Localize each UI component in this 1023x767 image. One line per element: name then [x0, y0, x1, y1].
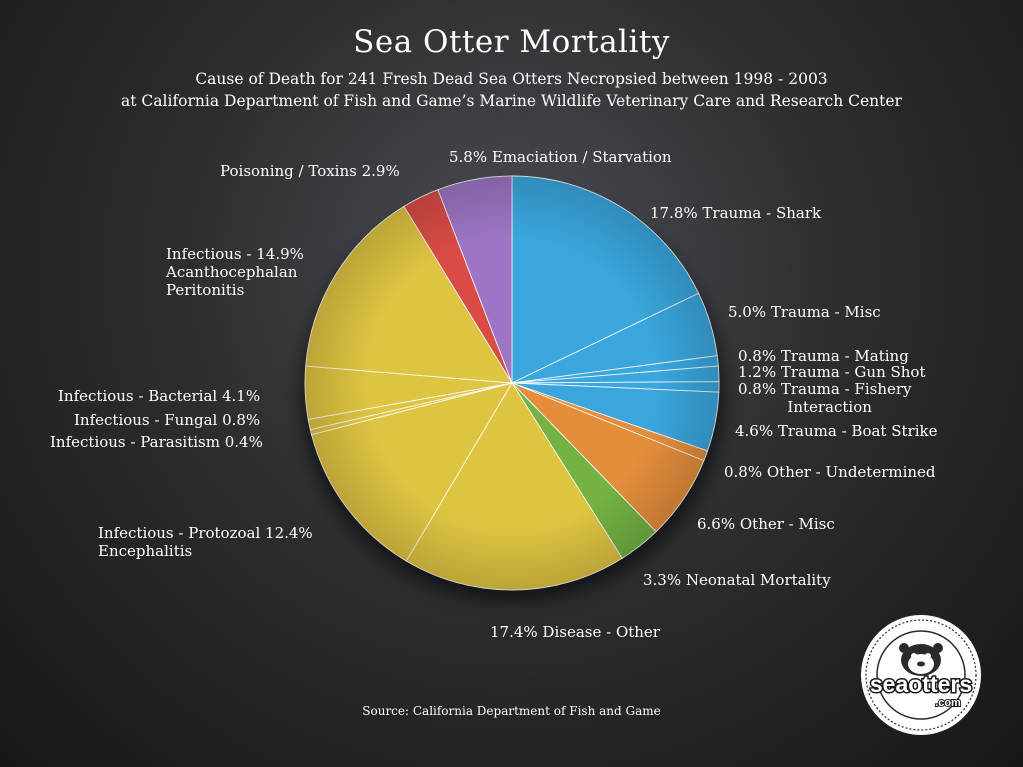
slice-label: Infectious - Bacterial 4.1%	[58, 387, 260, 405]
slice-label-line: Infectious - Fungal 0.8%	[74, 411, 260, 429]
slice-label: Infectious - Parasitism 0.4%	[50, 433, 263, 451]
slice-label-line: Acanthocephalan	[165, 263, 298, 281]
logo-domain: .com	[935, 697, 961, 709]
slice-label: 3.3% Neonatal Mortality	[643, 571, 831, 589]
slice-label: 0.8% Trauma - Mating	[738, 347, 909, 365]
slice-label-line: Interaction	[787, 398, 872, 416]
slice-label: 0.8% Other - Undetermined	[724, 463, 936, 481]
slice-label: Infectious - Fungal 0.8%	[74, 411, 260, 429]
slice-label-line: 3.3% Neonatal Mortality	[643, 571, 831, 589]
slice-label-line: 6.6% Other - Misc	[697, 515, 835, 533]
pie-labels: 17.8% Trauma - Shark 5.0% Trauma - Misc 0.…	[50, 148, 938, 641]
slice-label-line: 17.8% Trauma - Shark	[650, 204, 822, 222]
slice-label-line: Poisoning / Toxins 2.9%	[220, 162, 400, 180]
slice-label-line: 0.8% Trauma - Mating	[738, 347, 909, 365]
slice-label: 5.8% Emaciation / Starvation	[449, 148, 672, 166]
chart-subtitle-line-2: at California Department of Fish and Gam…	[121, 92, 902, 110]
slice-label: Infectious - Protozoal 12.4% Encephalitis	[98, 524, 313, 560]
slice-label: Poisoning / Toxins 2.9%	[220, 162, 400, 180]
slice-label-line: Infectious - Parasitism 0.4%	[50, 433, 263, 451]
slice-label: 17.8% Trauma - Shark	[650, 204, 822, 222]
slice-label-line: 5.8% Emaciation / Starvation	[449, 148, 672, 166]
seaotters-logo: seaotters .com	[861, 615, 981, 735]
logo-wordmark: seaotters	[870, 671, 972, 697]
slice-label: 1.2% Trauma - Gun Shot	[738, 363, 926, 381]
slice-label: 0.8% Trauma - Fishery Interaction	[738, 380, 912, 416]
slice-label: 4.6% Trauma - Boat Strike	[735, 422, 938, 440]
logo-inner-dashed-ring	[865, 619, 977, 731]
slice-label: 5.0% Trauma - Misc	[728, 303, 881, 321]
slice-label-line: Infectious - Bacterial 4.1%	[58, 387, 260, 405]
slice-label-line: 1.2% Trauma - Gun Shot	[738, 363, 926, 381]
slice-label-line: 0.8% Trauma - Fishery	[738, 380, 912, 398]
slice-label: Infectious - 14.9% Acanthocephalan Periton…	[165, 245, 304, 299]
chart-title: Sea Otter Mortality	[353, 24, 670, 60]
slice-label-line: 17.4% Disease - Other	[490, 623, 661, 641]
pie-shading	[305, 176, 719, 590]
otter-face-icon	[899, 643, 943, 676]
chart-source-note: Source: California Department of Fish an…	[362, 704, 661, 718]
slice-label-line: 4.6% Trauma - Boat Strike	[735, 422, 938, 440]
slice-label: 6.6% Other - Misc	[697, 515, 835, 533]
slice-label-line: Encephalitis	[98, 542, 192, 560]
slice-label-line: 0.8% Other - Undetermined	[724, 463, 936, 481]
slice-label: 17.4% Disease - Other	[490, 623, 661, 641]
slice-label-line: Peritonitis	[166, 281, 244, 299]
slice-label-line: Infectious - 14.9%	[166, 245, 304, 263]
slice-label-line: 5.0% Trauma - Misc	[728, 303, 881, 321]
slice-label-line: Infectious - Protozoal 12.4%	[98, 524, 313, 542]
chart-subtitle-line-1: Cause of Death for 241 Fresh Dead Sea Ot…	[195, 70, 828, 88]
